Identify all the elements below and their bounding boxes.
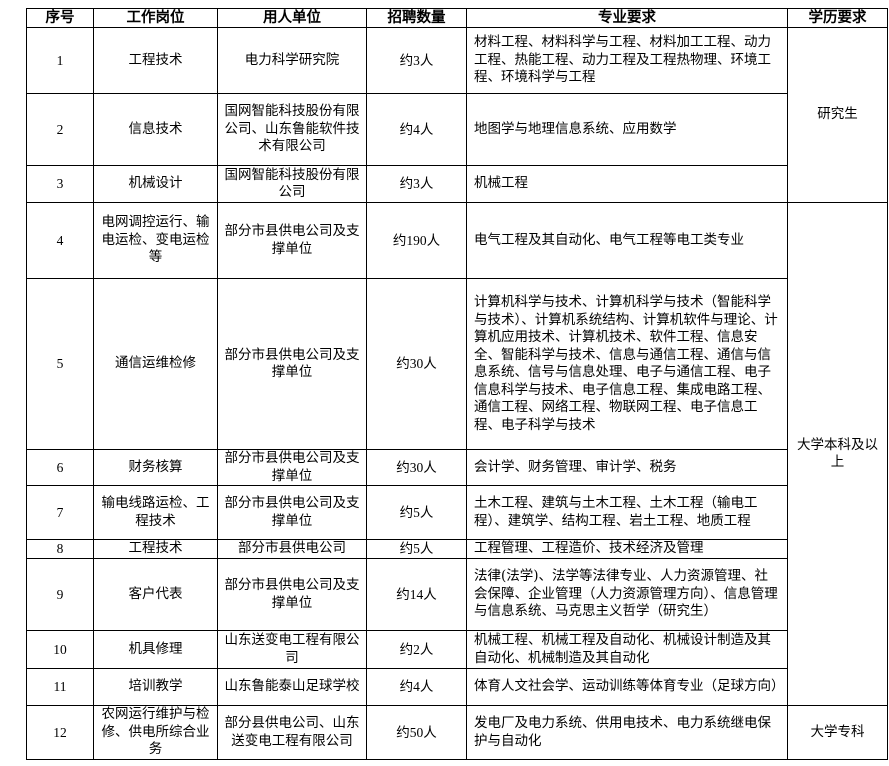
count-cell: 约190人 — [366, 202, 467, 279]
header-position: 工作岗位 — [93, 8, 218, 28]
count-cell: 约3人 — [366, 27, 467, 94]
major-cell: 计算机科学与技术、计算机科学与技术（智能科学与技术）、计算机系统结构、计算机软件… — [466, 278, 788, 450]
count-cell: 约14人 — [366, 558, 467, 631]
table-row: 6 财务核算 部分市县供电公司及支撑单位 约30人 会计学、财务管理、审计学、税务 — [26, 449, 888, 486]
header-row: 序号 工作岗位 用人单位 招聘数量 专业要求 学历要求 — [26, 8, 888, 28]
row-number: 7 — [26, 485, 94, 540]
employer-cell: 山东送变电工程有限公司 — [217, 630, 367, 669]
education-cell: 研究生 — [787, 27, 888, 203]
position-cell: 农网运行维护与检修、供电所综合业务 — [93, 705, 218, 760]
employer-cell: 山东鲁能泰山足球学校 — [217, 668, 367, 706]
count-cell: 约5人 — [366, 539, 467, 559]
position-cell: 培训教学 — [93, 668, 218, 706]
employer-cell: 部分市县供电公司 — [217, 539, 367, 559]
header-employer: 用人单位 — [217, 8, 367, 28]
major-cell: 机械工程、机械工程及自动化、机械设计制造及其自动化、机械制造及其自动化 — [466, 630, 788, 669]
table-row: 7 输电线路运检、工程技术 部分市县供电公司及支撑单位 约5人 土木工程、建筑与土木工程… — [26, 485, 888, 540]
row-number: 8 — [26, 539, 94, 559]
count-cell: 约3人 — [366, 165, 467, 203]
row-number: 12 — [26, 705, 94, 760]
employer-cell: 部分市县供电公司及支撑单位 — [217, 449, 367, 486]
major-cell: 发电厂及电力系统、供用电技术、电力系统继电保护与自动化 — [466, 705, 788, 760]
major-cell: 工程管理、工程造价、技术经济及管理 — [466, 539, 788, 559]
education-cell: 大学本科及以上 — [787, 202, 888, 706]
row-number: 1 — [26, 27, 94, 94]
count-cell: 约2人 — [366, 630, 467, 669]
row-number: 10 — [26, 630, 94, 669]
employer-cell: 国网智能科技股份有限公司、山东鲁能软件技术有限公司 — [217, 93, 367, 166]
major-cell: 土木工程、建筑与土木工程、土木工程（输电工程）、建筑学、结构工程、岩土工程、地质… — [466, 485, 788, 540]
employer-cell: 部分市县供电公司及支撑单位 — [217, 485, 367, 540]
table-row: 12 农网运行维护与检修、供电所综合业务 部分县供电公司、山东送变电工程有限公司 约5… — [26, 705, 888, 760]
employer-cell: 电力科学研究院 — [217, 27, 367, 94]
table-row: 9 客户代表 部分市县供电公司及支撑单位 约14人 法律(法学)、法学等法律专业、人力资… — [26, 558, 888, 631]
row-number: 3 — [26, 165, 94, 203]
row-number: 5 — [26, 278, 94, 450]
position-cell: 通信运维检修 — [93, 278, 218, 450]
position-cell: 机具修理 — [93, 630, 218, 669]
position-cell: 信息技术 — [93, 93, 218, 166]
row-number: 6 — [26, 449, 94, 486]
major-cell: 会计学、财务管理、审计学、税务 — [466, 449, 788, 486]
header-count: 招聘数量 — [366, 8, 467, 28]
major-cell: 机械工程 — [466, 165, 788, 203]
major-cell: 法律(法学)、法学等法律专业、人力资源管理、社会保障、企业管理（人力资源管理方向… — [466, 558, 788, 631]
education-cell: 大学专科 — [787, 705, 888, 760]
header-major: 专业要求 — [466, 8, 788, 28]
major-cell: 材料工程、材料科学与工程、材料加工工程、动力工程、热能工程、动力工程及工程热物理… — [466, 27, 788, 94]
recruitment-table: 序号 工作岗位 用人单位 招聘数量 专业要求 学历要求 1 工程技术 电力科学研究院… — [26, 8, 888, 760]
header-no: 序号 — [26, 8, 94, 28]
row-number: 2 — [26, 93, 94, 166]
position-cell: 输电线路运检、工程技术 — [93, 485, 218, 540]
count-cell: 约4人 — [366, 93, 467, 166]
employer-cell: 国网智能科技股份有限公司 — [217, 165, 367, 203]
table-row: 4 电网调控运行、输电运检、变电运检等 部分市县供电公司及支撑单位 约190人 电气工程… — [26, 202, 888, 706]
employer-cell: 部分市县供电公司及支撑单位 — [217, 202, 367, 279]
employer-cell: 部分市县供电公司及支撑单位 — [217, 558, 367, 631]
table-row: 5 通信运维检修 部分市县供电公司及支撑单位 约30人 计算机科学与技术、计算机科学与技… — [26, 278, 888, 450]
count-cell: 约4人 — [366, 668, 467, 706]
major-cell: 体育人文社会学、运动训练等体育专业（足球方向） — [466, 668, 788, 706]
position-cell: 机械设计 — [93, 165, 218, 203]
employer-cell: 部分市县供电公司及支撑单位 — [217, 278, 367, 450]
count-cell: 约5人 — [366, 485, 467, 540]
header-education: 学历要求 — [787, 8, 888, 28]
count-cell: 约30人 — [366, 278, 467, 450]
position-cell: 工程技术 — [93, 539, 218, 559]
table-row: 10 机具修理 山东送变电工程有限公司 约2人 机械工程、机械工程及自动化、机械设计制造… — [26, 630, 888, 669]
table-row: 1 工程技术 电力科学研究院 约3人 材料工程、材料科学与工程、材料加工工程、动力工程、… — [26, 27, 888, 203]
count-cell: 约50人 — [366, 705, 467, 760]
table-row: 2 信息技术 国网智能科技股份有限公司、山东鲁能软件技术有限公司 约4人 地图学与地理信… — [26, 93, 888, 166]
row-number: 4 — [26, 202, 94, 279]
major-cell: 电气工程及其自动化、电气工程等电工类专业 — [466, 202, 788, 279]
major-cell: 地图学与地理信息系统、应用数学 — [466, 93, 788, 166]
table-row: 11 培训教学 山东鲁能泰山足球学校 约4人 体育人文社会学、运动训练等体育专业（足球方… — [26, 668, 888, 706]
table-row: 3 机械设计 国网智能科技股份有限公司 约3人 机械工程 — [26, 165, 888, 203]
position-cell: 财务核算 — [93, 449, 218, 486]
position-cell: 工程技术 — [93, 27, 218, 94]
position-cell: 客户代表 — [93, 558, 218, 631]
position-cell: 电网调控运行、输电运检、变电运检等 — [93, 202, 218, 279]
table-row: 8 工程技术 部分市县供电公司 约5人 工程管理、工程造价、技术经济及管理 — [26, 539, 888, 559]
employer-cell: 部分县供电公司、山东送变电工程有限公司 — [217, 705, 367, 760]
row-number: 9 — [26, 558, 94, 631]
count-cell: 约30人 — [366, 449, 467, 486]
row-number: 11 — [26, 668, 94, 706]
